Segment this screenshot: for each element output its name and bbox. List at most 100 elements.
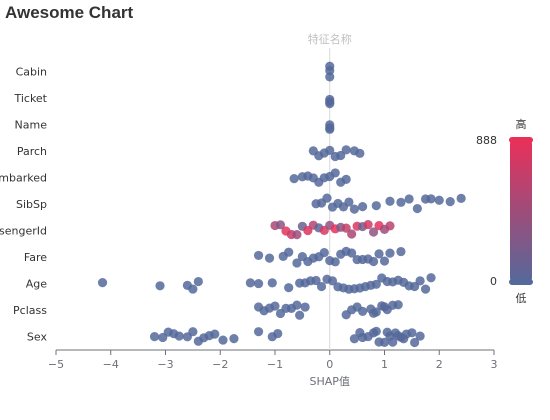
data-point: [445, 197, 455, 207]
visual-map[interactable]: 高低 888 0: [476, 117, 533, 305]
data-point: [267, 278, 277, 288]
data-point: [311, 275, 321, 286]
data-point: [325, 61, 335, 71]
y-tick-label: Pclass: [13, 304, 47, 317]
data-point: [393, 300, 403, 310]
data-point: [374, 249, 384, 259]
points-layer: [97, 61, 466, 348]
data-point: [368, 227, 379, 237]
data-point: [349, 204, 359, 214]
y-tick-label: Name: [15, 118, 48, 131]
data-point: [273, 328, 283, 339]
data-point: [349, 334, 359, 344]
data-point: [410, 337, 420, 348]
data-point: [330, 168, 340, 178]
data-point: [344, 197, 354, 207]
data-point: [355, 148, 365, 158]
data-point: [97, 277, 108, 288]
data-point: [341, 174, 351, 184]
data-point: [371, 307, 381, 317]
data-point: [371, 279, 381, 289]
x-axis-title: SHAP值: [310, 375, 350, 388]
x-tick-label: −1: [267, 358, 283, 371]
x-tick-label: 1: [381, 358, 388, 371]
y-tick-label: Parch: [17, 145, 47, 158]
data-point: [322, 193, 332, 203]
data-point: [363, 219, 373, 230]
data-point: [188, 327, 198, 337]
data-point: [379, 337, 390, 347]
data-point: [316, 281, 327, 292]
x-tick-label: 0: [326, 358, 333, 371]
chart-title: Awesome Chart: [5, 3, 134, 22]
y-tick-label: PassengerId: [0, 225, 47, 238]
x-tick-label: −2: [212, 358, 228, 371]
data-point: [325, 97, 335, 107]
data-point: [245, 278, 255, 288]
data-point: [426, 194, 436, 204]
y-tick-label: Embarked: [0, 171, 47, 184]
data-point: [426, 273, 436, 283]
data-point: [456, 193, 466, 203]
data-point: [385, 196, 395, 206]
data-point: [330, 257, 340, 267]
data-point: [188, 284, 198, 294]
y-tick-label: Age: [26, 278, 48, 291]
data-point: [396, 197, 406, 207]
data-point: [270, 301, 280, 311]
data-point: [368, 256, 379, 267]
data-point: [407, 328, 417, 338]
x-tick-label: 2: [436, 358, 443, 371]
visual-map-top-handle: [509, 137, 533, 143]
data-point: [396, 246, 406, 257]
data-point: [358, 201, 368, 212]
data-point: [253, 327, 264, 337]
data-point: [319, 248, 329, 258]
data-point: [292, 258, 302, 268]
data-point: [371, 326, 381, 336]
data-point: [385, 248, 395, 258]
data-point: [264, 253, 275, 263]
data-point: [347, 229, 357, 239]
data-point: [300, 302, 310, 312]
data-point: [434, 195, 444, 205]
x-tick-label: −5: [48, 358, 64, 371]
data-point: [341, 145, 351, 155]
y-axis-title: 特征名称: [308, 32, 352, 46]
data-point: [155, 281, 165, 291]
data-point: [193, 276, 203, 287]
x-tick-label: 3: [491, 358, 498, 371]
data-point: [325, 72, 335, 82]
y-tick-label: Ticket: [13, 92, 47, 105]
y-tick-label: Fare: [24, 251, 47, 264]
data-point: [289, 174, 299, 184]
visual-map-min-label: 0: [490, 275, 497, 288]
visual-map-high-text: 高: [516, 117, 527, 131]
data-point: [420, 284, 431, 294]
data-point: [325, 120, 335, 130]
axes: −5 −4 −3 −2 −1 0 1 2 3 SHAP值 特征名称 Sex Pclass Age Fare P…: [0, 32, 498, 388]
data-point: [253, 250, 264, 261]
data-point: [327, 276, 338, 286]
data-point: [415, 331, 425, 341]
x-tick-label: −3: [157, 358, 173, 371]
data-point: [229, 334, 239, 344]
data-point: [253, 278, 264, 289]
data-point: [347, 248, 357, 258]
data-point: [404, 194, 414, 204]
data-point: [292, 230, 302, 240]
visual-map-bottom-handle: [509, 279, 533, 285]
y-tick-label: Sex: [27, 331, 48, 344]
visual-map-low-text: 低: [516, 292, 527, 305]
data-point: [385, 221, 395, 231]
data-point: [415, 276, 425, 286]
data-point: [379, 256, 390, 266]
data-point: [210, 329, 220, 339]
y-tick-label: Cabin: [16, 65, 47, 78]
data-point: [149, 332, 160, 342]
data-point: [275, 220, 286, 230]
data-point: [284, 283, 294, 293]
data-point: [341, 223, 351, 233]
data-point: [412, 203, 422, 214]
